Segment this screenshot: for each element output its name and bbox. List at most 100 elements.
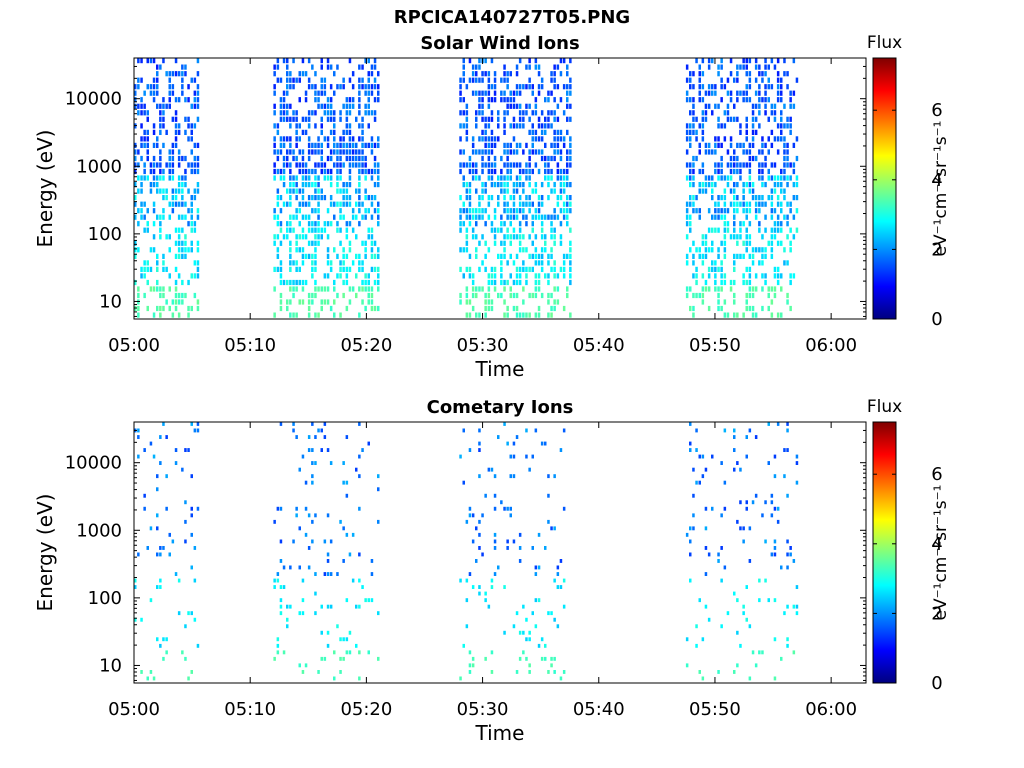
data-cell [286, 77, 289, 83]
data-cell [547, 279, 550, 286]
data-cell [569, 182, 572, 188]
data-cell [323, 110, 327, 116]
data-cell [342, 461, 345, 465]
data-cell [764, 90, 767, 96]
data-cell [358, 188, 361, 194]
data-cell [320, 162, 323, 168]
data-cell [531, 454, 534, 459]
data-cell [714, 201, 717, 207]
data-cell [776, 273, 780, 279]
data-cell [556, 136, 560, 142]
data-cell [156, 266, 159, 272]
data-cell [373, 97, 377, 103]
data-cell [733, 428, 736, 433]
data-cell [767, 97, 770, 103]
data-cell [701, 240, 705, 246]
data-cell [146, 305, 149, 312]
data-cell [723, 428, 727, 433]
data-cell [342, 103, 345, 109]
data-cell [168, 97, 171, 103]
data-cell [279, 116, 283, 122]
data-cell [786, 221, 789, 227]
data-cell [152, 208, 156, 214]
data-cell [459, 266, 462, 272]
data-cell [723, 273, 727, 279]
data-cell [370, 175, 374, 181]
data-cell [786, 448, 789, 452]
data-cell [522, 110, 525, 116]
data-cell [345, 234, 349, 240]
data-cell [171, 168, 175, 175]
data-cell [468, 312, 472, 318]
data-cell [562, 273, 566, 279]
x-tick-label: 05:10 [224, 699, 276, 720]
y-axis-label: Energy (eV) [33, 130, 57, 248]
data-cell [345, 129, 349, 135]
data-cell [726, 312, 730, 318]
data-cell [471, 208, 475, 214]
data-cell [487, 97, 491, 103]
data-cell [152, 676, 156, 681]
data-cell [140, 214, 143, 220]
data-cell [518, 240, 522, 246]
data-cell [692, 467, 695, 472]
data-cell [336, 162, 339, 168]
data-cell [497, 201, 500, 207]
data-cell [553, 142, 556, 148]
data-cell [780, 240, 783, 246]
data-cell [748, 77, 752, 83]
data-cell [776, 175, 780, 181]
data-cell [174, 136, 178, 142]
data-cell [522, 208, 525, 214]
data-cell [745, 71, 748, 77]
data-cell [751, 155, 755, 162]
data-cell [159, 103, 162, 109]
data-cell [171, 149, 175, 155]
data-cell [326, 221, 330, 227]
data-cell [525, 162, 528, 168]
data-cell [751, 129, 755, 135]
data-cell [512, 201, 516, 207]
data-cell [196, 168, 200, 175]
data-cell [701, 253, 705, 259]
data-cell [736, 195, 739, 201]
data-cell [134, 279, 137, 286]
data-cell [174, 201, 178, 207]
data-cell [156, 585, 159, 589]
data-cell [556, 565, 560, 570]
data-cell [345, 142, 349, 148]
data-cell [758, 227, 761, 233]
data-cell [162, 103, 165, 109]
x-tick-label: 05:50 [689, 335, 741, 356]
data-cell [767, 175, 770, 181]
data-cell [490, 279, 494, 286]
data-cell [525, 103, 528, 109]
data-cell [314, 149, 317, 155]
data-cell [773, 273, 777, 279]
data-cell [295, 240, 298, 246]
data-cell [692, 493, 695, 498]
data-cell [736, 64, 739, 70]
data-cell [704, 506, 708, 511]
data-cell [729, 168, 733, 175]
data-cell [361, 168, 364, 175]
data-cell [301, 260, 305, 266]
data-cell [534, 565, 538, 570]
data-cell [177, 611, 181, 616]
data-cell [758, 168, 761, 175]
data-cell [320, 84, 323, 90]
data-cell [522, 312, 525, 318]
data-cell [459, 168, 462, 175]
data-cell [773, 539, 777, 544]
data-cell [348, 162, 352, 168]
data-cell [140, 617, 143, 622]
data-cell [377, 611, 380, 616]
data-cell [761, 650, 764, 655]
data-cell [537, 84, 541, 90]
data-cell [162, 58, 165, 64]
data-cell [358, 168, 361, 175]
data-cell [487, 149, 491, 155]
data-cell [692, 182, 695, 188]
data-cell [196, 247, 200, 253]
data-cell [370, 572, 374, 576]
